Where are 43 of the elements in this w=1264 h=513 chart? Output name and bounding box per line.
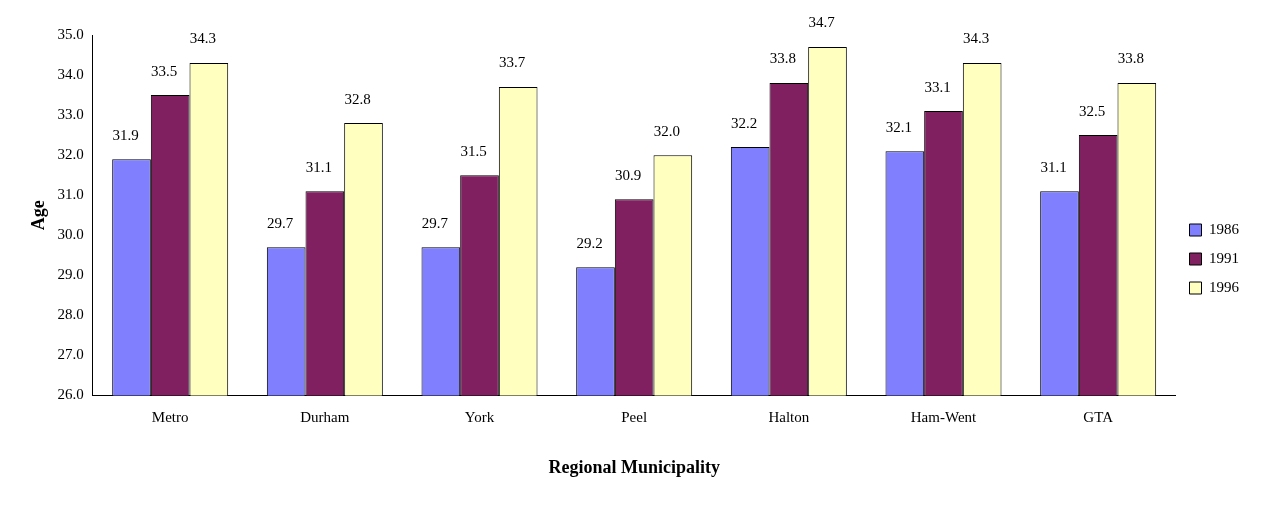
data-label: 33.5	[151, 62, 178, 79]
data-label: 32.0	[653, 122, 680, 139]
x-tick-label: Metro	[151, 409, 189, 426]
data-label: 33.8	[769, 50, 796, 67]
data-label: 34.3	[963, 30, 990, 47]
legend-label: 1996	[1209, 278, 1240, 295]
data-label: 34.3	[189, 30, 216, 47]
y-tick-label: 27.0	[57, 346, 84, 363]
data-label: 32.5	[1079, 102, 1106, 119]
y-tick-label: 28.0	[57, 306, 84, 323]
y-tick-label: 35.0	[57, 25, 84, 42]
x-tick-label: Halton	[768, 409, 810, 426]
legend-label: 1991	[1209, 249, 1239, 266]
y-tick-label: 30.0	[57, 226, 84, 243]
data-label: 33.7	[499, 54, 526, 71]
y-axis-title: Age	[28, 200, 49, 231]
y-tick-label: 32.0	[57, 146, 84, 163]
y-tick-label: 31.0	[57, 186, 84, 203]
x-tick-label: Peel	[621, 409, 648, 426]
y-tick-label: 33.0	[57, 106, 84, 123]
data-label: 32.8	[344, 90, 371, 107]
data-label: 29.7	[267, 214, 294, 231]
x-tick-label: Durham	[300, 409, 350, 426]
y-tick-label: 26.0	[57, 386, 84, 403]
data-label: 31.9	[112, 126, 139, 143]
x-axis-title: Regional Municipality	[548, 456, 720, 477]
data-label: 31.1	[1040, 158, 1067, 175]
data-label: 32.1	[885, 118, 912, 135]
data-label: 32.2	[731, 114, 758, 131]
data-label: 31.5	[460, 142, 487, 159]
data-label: 29.2	[576, 234, 603, 251]
data-label: 34.7	[808, 14, 836, 31]
data-label: 33.1	[924, 78, 951, 95]
x-tick-label: Ham-Went	[910, 409, 978, 426]
x-tick-label: GTA	[1083, 409, 1114, 426]
x-tick-label: York	[464, 409, 495, 426]
data-label: 31.1	[305, 158, 332, 175]
data-label: 30.9	[615, 166, 642, 183]
data-label: 33.8	[1117, 50, 1144, 67]
legend-label: 1986	[1209, 220, 1240, 237]
data-label: 29.7	[421, 214, 449, 231]
y-tick-label: 34.0	[57, 65, 84, 82]
y-tick-label: 29.0	[57, 266, 84, 283]
